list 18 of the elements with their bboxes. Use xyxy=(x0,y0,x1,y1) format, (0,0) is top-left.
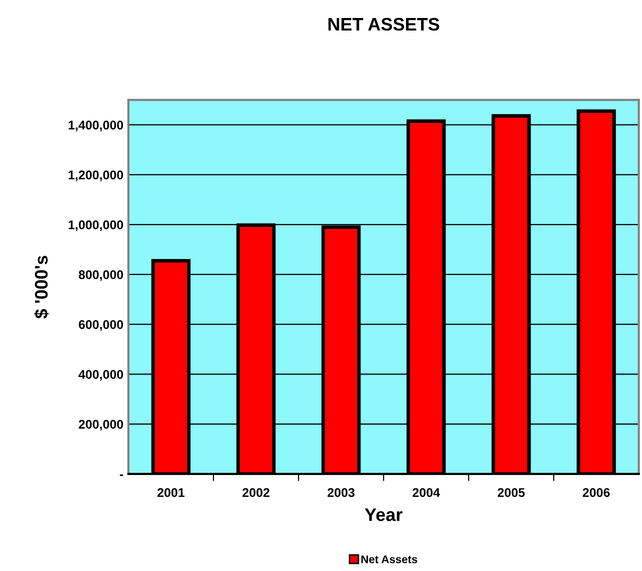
y-axis-title: $ '000's xyxy=(34,256,49,319)
y-tick-label: 600,000 xyxy=(78,320,124,331)
x-tick-label: 2004 xyxy=(412,488,440,497)
x-tick-label: 2003 xyxy=(328,488,355,498)
x-tick-label: 2001 xyxy=(157,488,184,497)
y-tick-label: 1,400,000 xyxy=(68,120,124,132)
y-tick-label: 1,200,000 xyxy=(68,170,124,182)
x-tick-label: 2006 xyxy=(582,488,610,497)
x-tick-label: 2002 xyxy=(242,488,270,497)
y-tick-label: 200,000 xyxy=(78,420,124,431)
y-tick-label: - xyxy=(120,474,124,476)
x-axis-title: Year xyxy=(364,508,402,522)
y-tick-label: 400,000 xyxy=(78,370,124,381)
y-tick-label: 1,000,000 xyxy=(68,220,124,232)
y-tick-label: 800,000 xyxy=(78,270,124,281)
x-tick-label: 2005 xyxy=(498,488,525,497)
chart-title: NET ASSETS xyxy=(328,18,440,31)
legend-label: Net Assets xyxy=(361,555,418,564)
